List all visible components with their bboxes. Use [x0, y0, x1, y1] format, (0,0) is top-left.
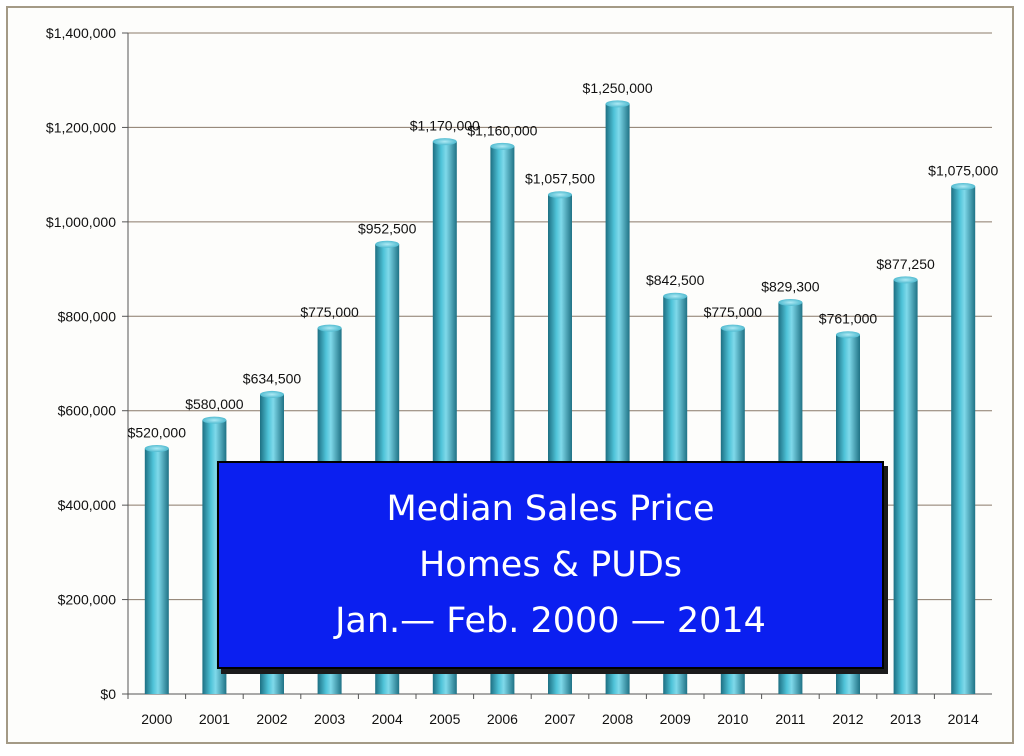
y-tick-label: $0: [100, 686, 116, 702]
chart-title-line-2: Homes & PUDs: [418, 545, 683, 585]
x-tick-label: 2013: [890, 711, 921, 727]
data-label: $1,170,000: [410, 118, 480, 134]
x-tick-label: 2011: [775, 711, 805, 727]
x-tick-label: 2003: [314, 711, 345, 727]
bar-cap: [202, 416, 227, 424]
x-tick-label: 2008: [602, 711, 633, 727]
x-tick-label: 2006: [487, 711, 518, 727]
bar: [893, 279, 918, 694]
y-tick-label: $600,000: [58, 403, 117, 419]
data-label: $1,160,000: [467, 122, 537, 138]
chart-title-line-3: Jan.— Feb. 2000 — 2014: [335, 601, 766, 641]
data-label: $842,500: [646, 272, 705, 288]
chart-title-box: Median Sales Price Homes & PUDs Jan.— Fe…: [217, 461, 884, 669]
y-tick-label: $200,000: [58, 592, 117, 608]
y-tick-label: $1,200,000: [46, 119, 116, 135]
bar-cap: [317, 324, 342, 332]
bar-cap: [605, 100, 630, 108]
data-label: $775,000: [704, 304, 763, 320]
data-label: $1,250,000: [583, 80, 653, 96]
data-label: $580,000: [185, 396, 244, 412]
bar-cap: [490, 142, 515, 150]
bar-cap: [548, 191, 572, 199]
x-tick-label: 2001: [199, 711, 230, 727]
y-tick-label: $400,000: [58, 497, 117, 513]
bar: [144, 448, 169, 694]
bar-cap: [951, 182, 976, 190]
data-label: $952,500: [358, 220, 417, 236]
data-label: $761,000: [819, 311, 878, 327]
x-tick-label: 2000: [141, 711, 172, 727]
chart-title-line-1: Median Sales Price: [386, 489, 715, 529]
x-tick-label: 2002: [256, 711, 287, 727]
bar-cap: [260, 390, 284, 398]
bar-cap: [144, 444, 169, 452]
data-label: $877,250: [876, 256, 935, 272]
bar-cap: [375, 240, 400, 248]
y-tick-label: $800,000: [58, 308, 117, 324]
axes: $0 $200,000 $400,000 $600,000 $800,000 $1,000…: [46, 25, 992, 727]
x-tick-label: 2007: [544, 711, 575, 727]
data-label: $1,075,000: [928, 162, 998, 178]
data-label: $634,500: [243, 370, 302, 386]
x-tick-label: 2009: [660, 711, 691, 727]
y-tick-label: $1,400,000: [46, 25, 116, 41]
x-tick-label: 2010: [717, 711, 748, 727]
x-tick-label: 2004: [372, 711, 403, 727]
bar-cap: [432, 138, 457, 146]
bar-cap: [663, 292, 688, 300]
bar-cap: [893, 276, 918, 284]
data-label: $520,000: [128, 424, 187, 440]
data-labels: $520,000 $580,000 $634,500 $775,000 $952,500…: [128, 80, 999, 441]
x-tick-label: 2005: [429, 711, 460, 727]
x-tick-label: 2014: [948, 711, 979, 727]
bar: [951, 186, 976, 695]
bar-cap: [720, 324, 745, 332]
data-label: $1,057,500: [525, 171, 595, 187]
x-tick-label: 2012: [832, 711, 863, 727]
bar-cap: [836, 331, 860, 339]
data-label: $775,000: [300, 304, 359, 320]
y-tick-label: $1,000,000: [46, 214, 116, 230]
bar-cap: [778, 298, 803, 306]
data-label: $829,300: [761, 278, 820, 294]
